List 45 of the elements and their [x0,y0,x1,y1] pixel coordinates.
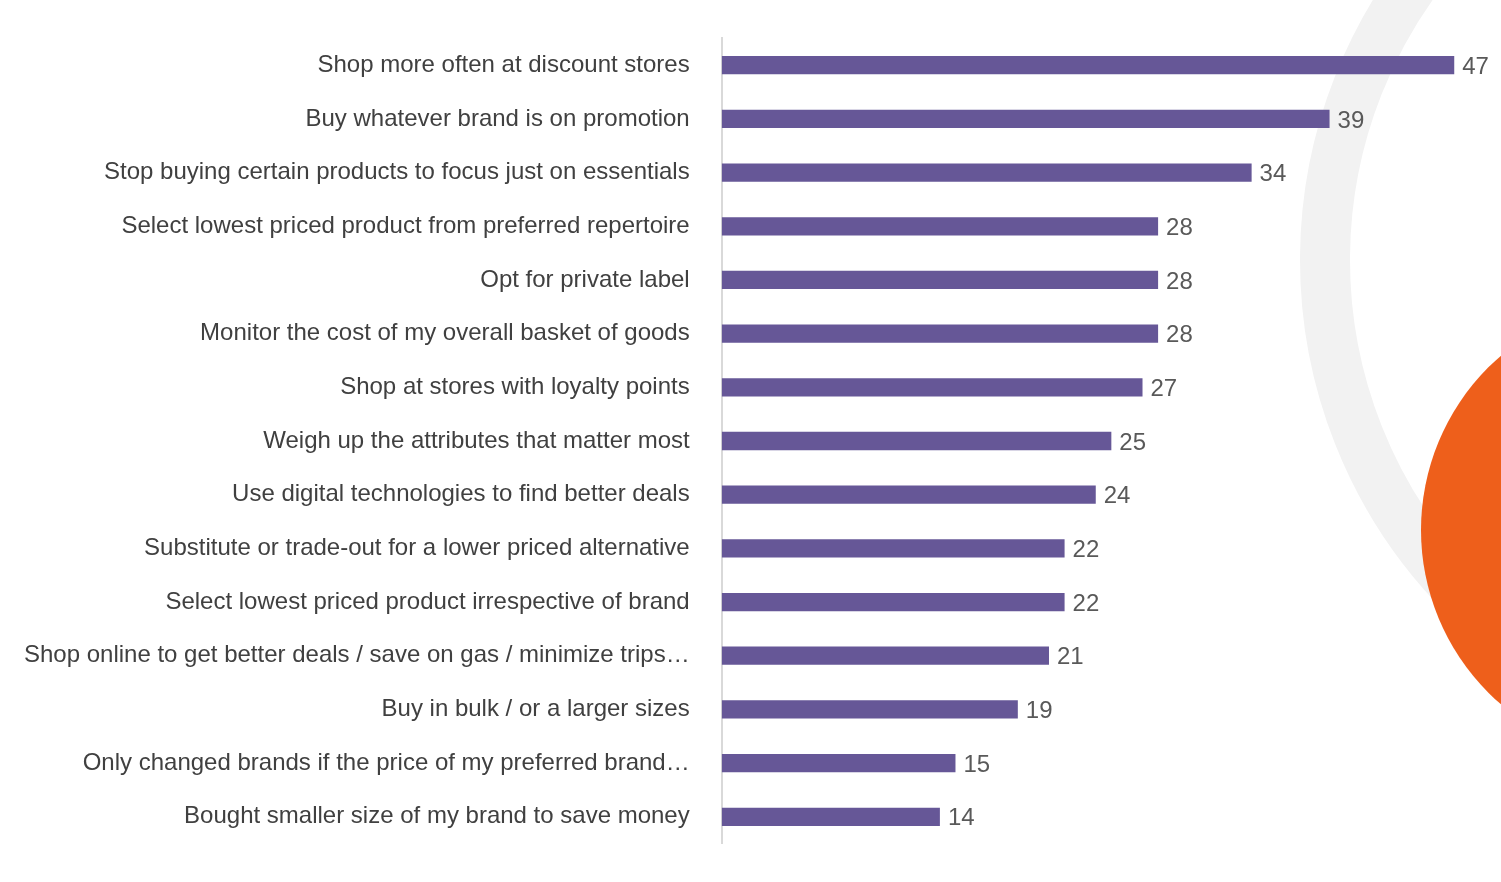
y-tick-label: Use digital technologies to find better deals [232,479,690,507]
data-label: 22 [1072,534,1100,562]
bar [721,700,1018,719]
y-tick-label: Bought smaller size of my brand to save money [184,801,690,829]
data-label: 39 [1337,105,1365,133]
y-tick-label: Shop more often at discount stores [317,49,690,77]
y-tick-label: Buy whatever brand is on promotion [305,103,690,131]
bar [721,378,1143,397]
bar [721,592,1065,612]
data-label: 19 [1025,696,1053,724]
bar [721,109,1330,129]
bar [721,163,1252,182]
y-tick-label: Select lowest priced product from preferred repertoire [121,210,690,238]
data-label: 24 [1103,481,1131,509]
data-label: 25 [1119,427,1147,455]
bar [721,270,1159,290]
bar [721,753,956,773]
y-tick-label: Opt for private label [480,264,690,292]
bar [721,646,1049,665]
y-tick-label: Select lowest priced product irrespective of brand [165,586,690,614]
y-tick-label: Buy in bulk / or a larger sizes [381,694,690,722]
bar [721,56,1455,75]
y-tick-label: Shop online to get better deals / save on gas / minimize trips… [24,640,690,668]
data-label: 15 [963,749,991,777]
data-label: 28 [1166,212,1193,240]
bar [721,324,1159,343]
y-tick-label: Shop at stores with loyalty points [340,371,690,399]
y-tick-label: Monitor the cost of my overall basket of goods [200,318,690,346]
data-label: 14 [947,803,975,831]
data-label: 22 [1072,588,1100,616]
bar [721,431,1112,451]
data-label: 28 [1166,266,1193,294]
data-label: 27 [1150,373,1178,401]
y-tick-label: Substitute or trade-out for a lower priced alternative [144,532,690,560]
bar [721,485,1096,504]
bar [721,807,940,826]
bar [721,217,1159,236]
data-label: 21 [1057,642,1084,670]
data-label: 28 [1166,320,1193,348]
y-tick-label: Stop buying certain products to focus just on essentials [104,157,690,185]
data-label: 34 [1259,159,1287,187]
data-label: 47 [1462,51,1489,79]
y-tick-label: Only changed brands if the price of my preferred brand… [82,747,690,775]
bar [721,539,1065,558]
y-tick-label: Weigh up the attributes that matter most [263,425,691,453]
